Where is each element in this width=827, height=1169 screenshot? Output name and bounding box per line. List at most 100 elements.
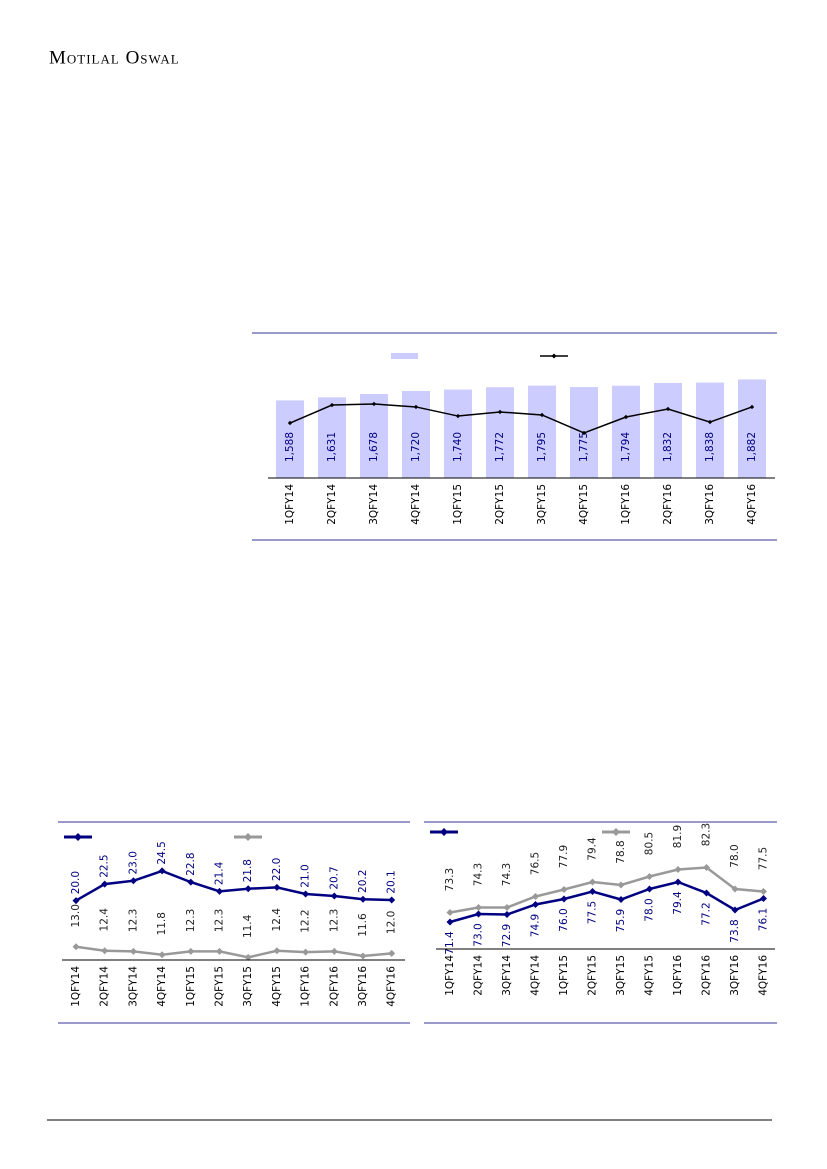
point-marker: [646, 873, 653, 880]
bar-value-label: 1,772: [494, 432, 506, 462]
point-marker: [72, 943, 80, 951]
bar: [654, 382, 682, 478]
bar: [486, 387, 514, 478]
point-value-label: 23.0: [127, 851, 139, 874]
point-marker: [413, 404, 419, 410]
point-marker: [617, 896, 625, 903]
x-tick-label: 3QFY16: [704, 484, 716, 525]
point-marker: [359, 952, 367, 960]
x-tick-label: 4QFY16: [758, 955, 770, 996]
x-tick-label: 4QFY14: [410, 484, 422, 525]
point-marker: [244, 885, 252, 893]
x-tick-label: 1QFY16: [672, 955, 684, 996]
point-value-label: 74.9: [530, 914, 542, 937]
bar-value-label: 1,795: [536, 432, 548, 462]
bar-value-label: 1,588: [284, 432, 296, 462]
point-value-label: 71.4: [444, 931, 456, 955]
point-value-label: 78.0: [644, 898, 656, 921]
point-marker: [446, 918, 454, 926]
x-tick-label: 2QFY14: [99, 966, 111, 1007]
point-value-label: 12.3: [328, 909, 340, 932]
point-marker: [129, 947, 137, 955]
point-marker: [158, 867, 166, 875]
x-tick-label: 1QFY16: [620, 484, 632, 525]
point-marker: [646, 885, 653, 893]
point-marker: [532, 893, 539, 900]
x-tick-label: 3QFY15: [615, 955, 627, 996]
x-tick-label: 4QFY16: [386, 966, 398, 1007]
point-value-label: 72.9: [501, 924, 513, 947]
bar-value-label: 1,794: [620, 432, 632, 462]
point-marker: [503, 904, 511, 911]
point-value-label: 12.0: [386, 911, 398, 934]
point-value-label: 74.3: [473, 863, 485, 886]
point-marker: [731, 906, 739, 914]
legend-marker: [551, 353, 557, 359]
point-marker: [589, 888, 596, 895]
x-tick-label: 2QFY16: [328, 966, 340, 1007]
point-marker: [101, 880, 109, 888]
x-tick-label: 1QFY16: [300, 966, 312, 1007]
bar: [318, 397, 346, 478]
point-marker: [623, 414, 629, 420]
point-marker: [359, 895, 367, 903]
point-value-label: 79.4: [672, 891, 684, 915]
x-tick-label: 4QFY15: [644, 955, 656, 996]
point-marker: [216, 947, 223, 955]
point-marker: [101, 947, 109, 955]
point-marker: [589, 878, 596, 886]
x-tick-label: 1QFY14: [70, 966, 82, 1007]
x-tick-label: 3QFY16: [729, 955, 741, 996]
point-marker: [674, 866, 682, 873]
x-tick-label: 3QFY16: [357, 966, 369, 1007]
x-tick-label: 1QFY15: [452, 484, 464, 525]
point-value-label: 20.0: [70, 871, 82, 894]
legend-marker: [74, 833, 82, 841]
bar-value-label: 1,678: [368, 432, 380, 462]
bar-value-label: 1,838: [704, 432, 716, 462]
point-value-label: 77.5: [587, 901, 599, 924]
point-value-label: 13.0: [70, 904, 82, 927]
bar: [612, 385, 640, 478]
point-value-label: 20.7: [328, 866, 340, 889]
point-marker: [503, 911, 511, 918]
point-marker: [446, 909, 454, 916]
point-value-label: 21.8: [242, 859, 254, 882]
point-marker: [388, 896, 396, 904]
bar-value-label: 1,740: [452, 432, 464, 462]
point-marker: [703, 864, 710, 871]
point-marker: [72, 897, 80, 905]
bar: [444, 389, 472, 478]
bar-value-label: 1,882: [746, 432, 758, 462]
point-value-label: 11.8: [156, 912, 168, 935]
line-series: [75, 869, 392, 902]
point-value-label: 12.3: [214, 909, 226, 932]
point-value-label: 73.3: [444, 868, 456, 891]
point-marker: [273, 883, 281, 891]
line-series: [75, 945, 392, 959]
x-tick-label: 4QFY14: [156, 966, 168, 1007]
point-marker: [760, 895, 767, 902]
point-value-label: 12.3: [185, 909, 197, 932]
point-value-label: 76.1: [758, 908, 770, 931]
point-marker: [539, 412, 545, 418]
point-value-label: 77.9: [558, 845, 570, 868]
point-value-label: 21.4: [214, 861, 226, 885]
point-marker: [287, 420, 293, 426]
x-tick-label: 1QFY14: [284, 484, 296, 525]
point-marker: [532, 901, 539, 908]
point-value-label: 20.2: [357, 870, 369, 893]
line-series: [449, 866, 764, 914]
bar-value-label: 1,631: [326, 432, 338, 462]
point-value-label: 82.3: [701, 823, 713, 846]
point-marker: [187, 878, 195, 886]
bar: [528, 385, 556, 478]
x-tick-label: 2QFY16: [662, 484, 674, 525]
point-marker: [329, 402, 335, 408]
bar: [276, 400, 304, 478]
legend-marker: [244, 833, 252, 841]
point-value-label: 76.5: [530, 852, 542, 875]
point-marker: [455, 413, 461, 419]
